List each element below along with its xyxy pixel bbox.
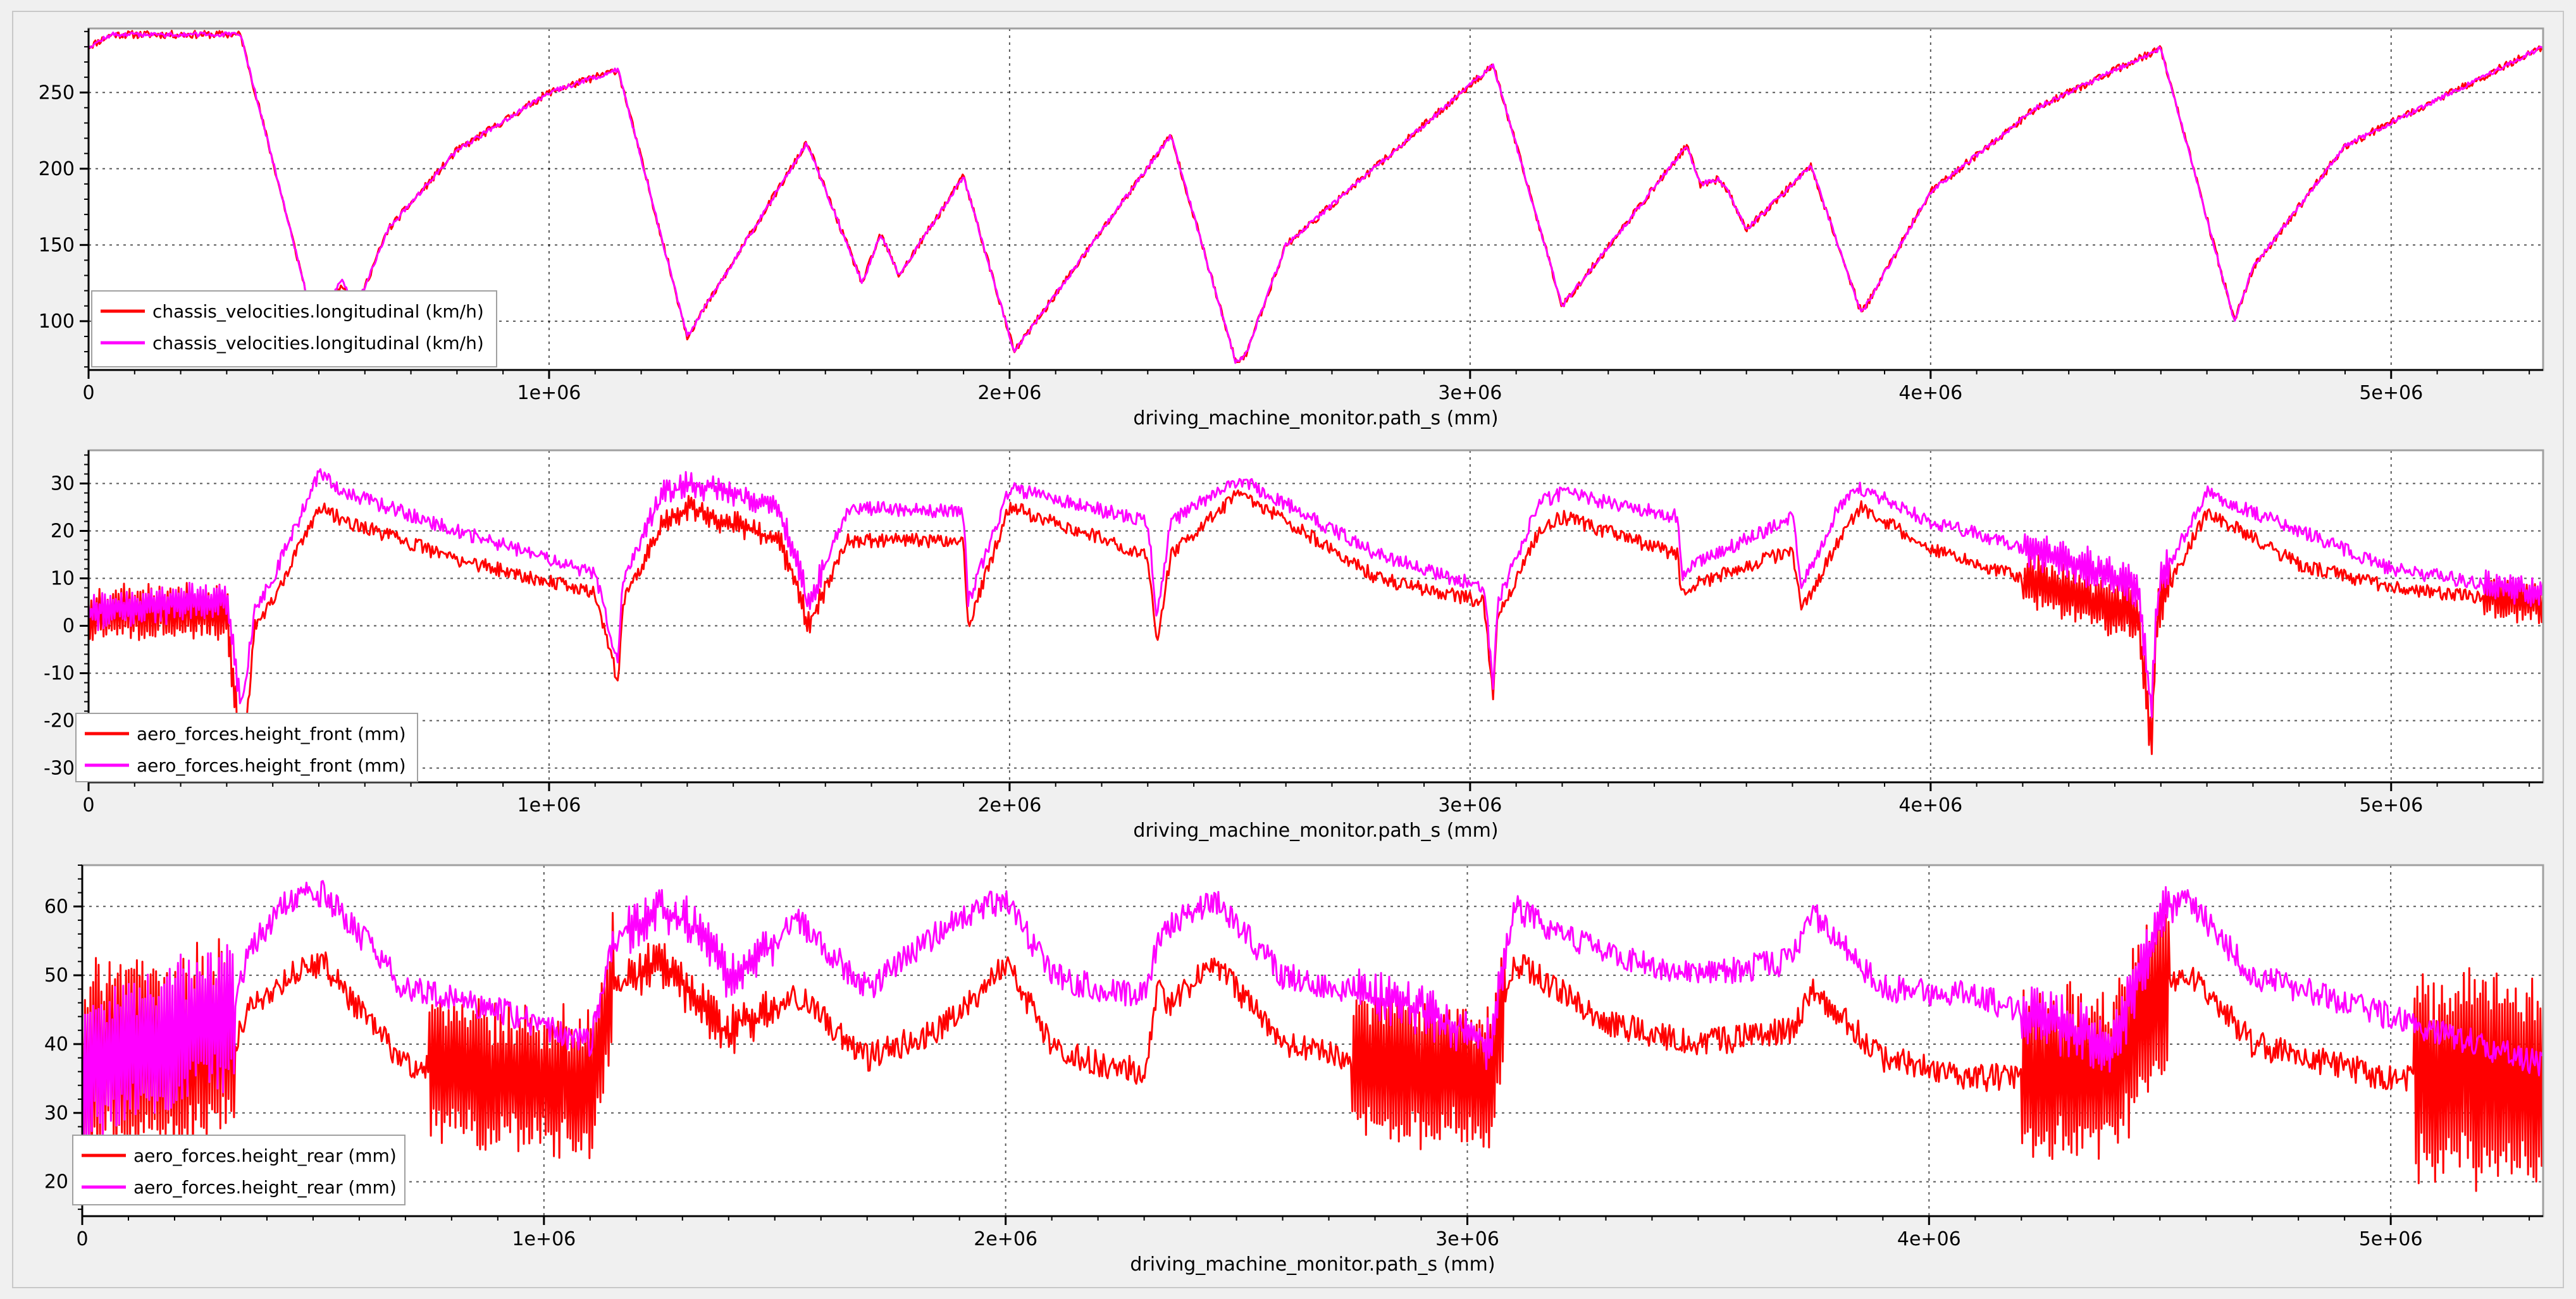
y-tick-label: 100	[39, 311, 75, 333]
y-tick-label: -10	[44, 663, 75, 685]
y-tick-label: 20	[51, 520, 75, 543]
legend[interactable]: chassis_velocities.longitudinal (km/h) ch…	[91, 290, 497, 367]
y-tick-label: 40	[44, 1033, 68, 1056]
y-tick-label: 30	[51, 473, 75, 495]
legend-entry: chassis_velocities.longitudinal (km/h)	[152, 333, 484, 354]
x-tick-label: 0	[82, 382, 94, 404]
x-axis-label: driving_machine_monitor.path_s (mm)	[1133, 407, 1498, 429]
series-line-red	[81, 912, 2544, 1192]
legend-entry: aero_forces.height_rear (mm)	[133, 1177, 397, 1198]
y-tick-label: 250	[39, 82, 75, 104]
y-tick-label: 20	[44, 1171, 68, 1193]
x-tick-label: 4e+06	[1898, 382, 1962, 404]
x-tick-label: 4e+06	[1897, 1228, 1961, 1250]
y-tick-label: 60	[44, 896, 68, 918]
y-tick-label: -20	[44, 710, 75, 732]
x-tick-label: 5e+06	[2359, 794, 2423, 816]
chart-panel-3: 0 1e+06 2e+06 3e+06 4e+06 5e+06 20 30 40 50 60 driv…	[44, 864, 2544, 1276]
legend-entry: aero_forces.height_rear (mm)	[133, 1145, 397, 1166]
x-tick-label: 4e+06	[1898, 794, 1962, 816]
x-tick-label: 2e+06	[977, 382, 1041, 404]
legend[interactable]: aero_forces.height_front (mm) aero_forces…	[75, 713, 418, 782]
x-tick-label: 0	[82, 794, 94, 816]
x-axis-label: driving_machine_monitor.path_s (mm)	[1133, 820, 1498, 842]
y-tick-label: 10	[51, 568, 75, 590]
legend-box	[72, 1135, 406, 1205]
y-tick-label: 30	[44, 1102, 68, 1124]
legend[interactable]: aero_forces.height_rear (mm) aero_forces.…	[72, 1135, 406, 1205]
legend-entry: aero_forces.height_front (mm)	[137, 723, 406, 744]
y-tick-label: 0	[63, 615, 75, 637]
legend-box	[75, 713, 418, 782]
legend-box	[91, 290, 497, 367]
y-tick-label: 200	[39, 158, 75, 180]
x-tick-label: 0	[76, 1228, 88, 1250]
x-tick-label: 2e+06	[974, 1228, 1037, 1250]
series-line-red	[87, 489, 2544, 765]
y-tick-label: -30	[44, 758, 75, 780]
chart-panel-2: 0 1e+06 2e+06 3e+06 4e+06 5e+06 -30 -20 -10 0 10 20…	[44, 449, 2544, 842]
x-tick-label: 5e+06	[2359, 382, 2423, 404]
series-line-magenta	[87, 31, 2544, 364]
x-tick-label: 1e+06	[517, 794, 581, 816]
y-tick-label: 150	[39, 234, 75, 256]
x-tick-label: 3e+06	[1438, 382, 1502, 404]
x-tick-label: 3e+06	[1438, 794, 1502, 816]
plot-area[interactable]	[89, 450, 2543, 782]
x-tick-label: 3e+06	[1435, 1228, 1499, 1250]
x-axis-label: driving_machine_monitor.path_s (mm)	[1130, 1253, 1495, 1276]
x-tick-label: 1e+06	[517, 382, 581, 404]
y-tick-label: 50	[44, 964, 68, 987]
x-tick-label: 5e+06	[2359, 1228, 2423, 1250]
x-tick-label: 2e+06	[977, 794, 1041, 816]
legend-entry: aero_forces.height_front (mm)	[137, 755, 406, 776]
series-line-magenta	[87, 468, 2544, 718]
legend-entry: chassis_velocities.longitudinal (km/h)	[152, 301, 484, 322]
series-line-magenta	[81, 880, 2544, 1155]
chart-panel-1: 0 1e+06 2e+06 3e+06 4e+06 5e+06 100 150 200 250 dr…	[39, 27, 2544, 429]
x-tick-label: 1e+06	[512, 1228, 576, 1250]
plot-area[interactable]	[89, 28, 2543, 370]
